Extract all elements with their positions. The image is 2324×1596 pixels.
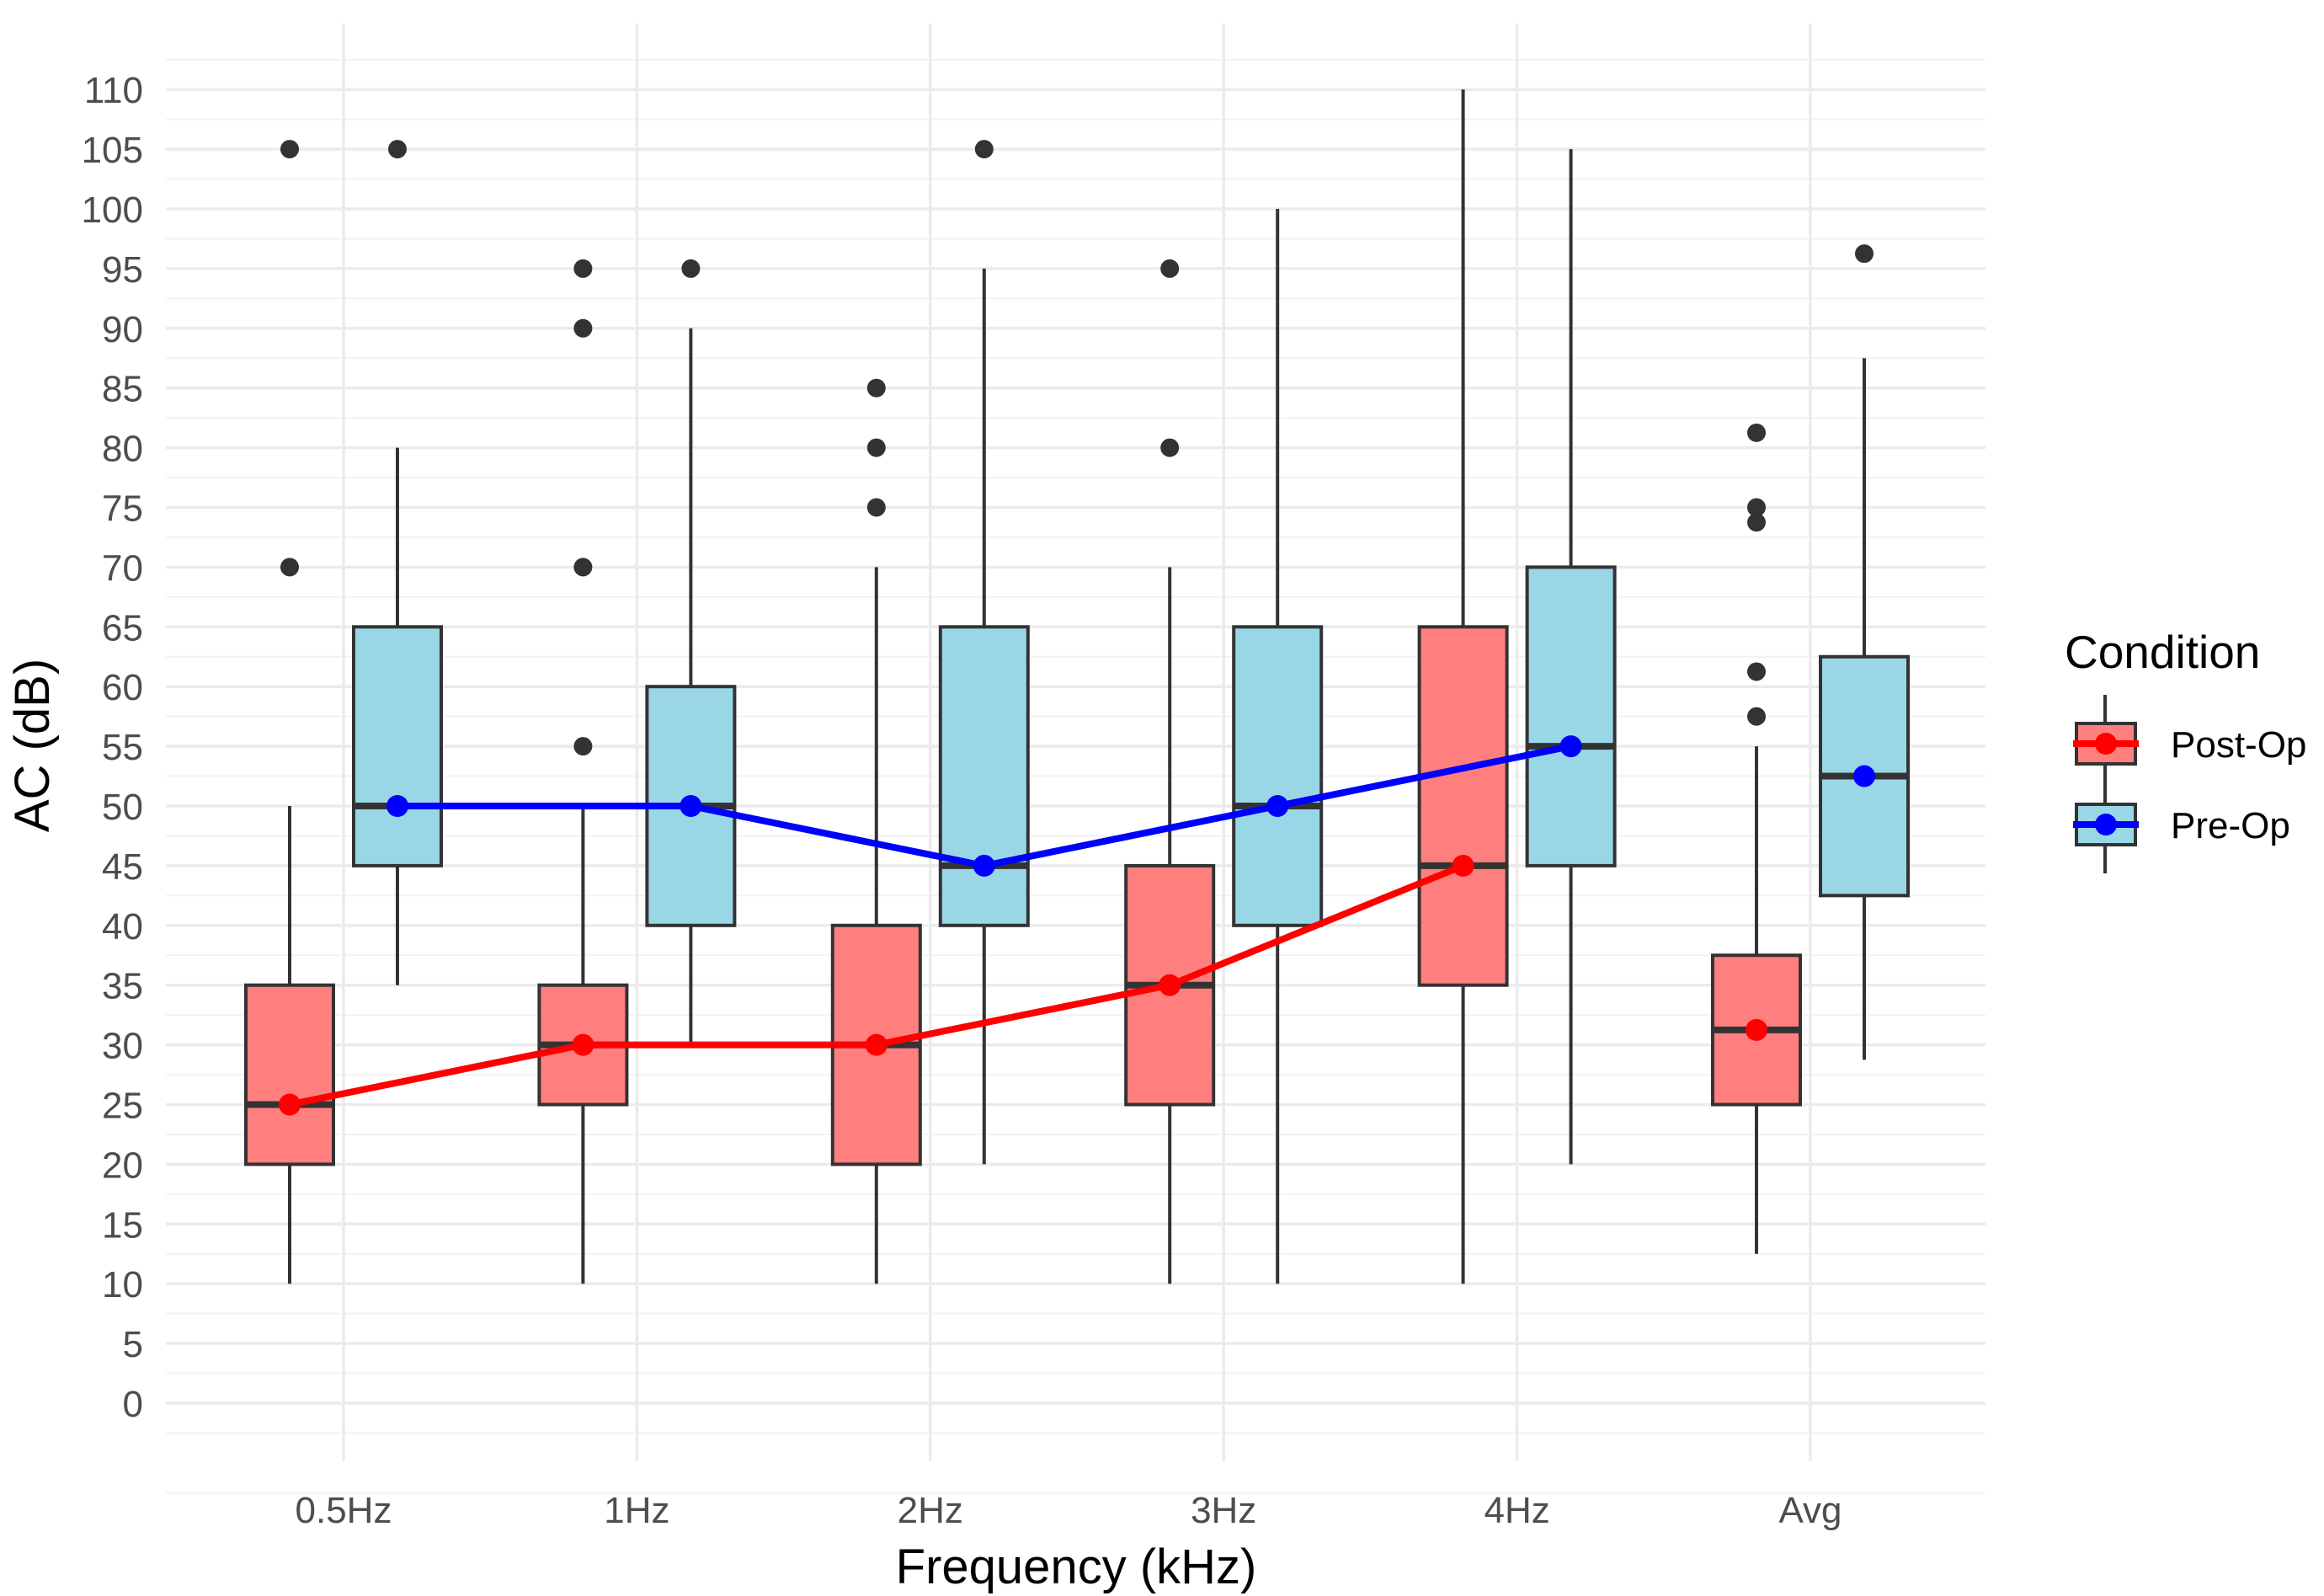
y-tick-label: 15: [102, 1204, 143, 1246]
x-tick-label: 0.5Hz: [296, 1490, 392, 1531]
series-point: [572, 1033, 594, 1056]
y-tick-label: 75: [102, 488, 143, 530]
outlier-point: [866, 438, 886, 457]
y-axis-tick-labels: 0 5 10 15 20 25 30 35 40 45 50 55 60 65 70 75 80 85 90 95 10…: [82, 70, 143, 1425]
x-tick-label: 1Hz: [604, 1490, 669, 1531]
x-tick-label: Avg: [1778, 1490, 1842, 1531]
outlier-point: [573, 318, 593, 338]
box: [1417, 625, 1509, 987]
series-point: [1159, 974, 1181, 996]
y-tick-label: 5: [123, 1324, 143, 1365]
series-point: [680, 795, 702, 817]
x-tick-label: 2Hz: [898, 1490, 963, 1531]
outlier-point: [1855, 244, 1874, 264]
y-tick-label: 90: [102, 309, 143, 350]
series-point: [386, 795, 408, 817]
y-tick-label: 10: [102, 1264, 143, 1305]
outlier-point: [681, 259, 701, 278]
outlier-point: [1747, 662, 1766, 681]
y-tick-label: 100: [82, 189, 143, 231]
y-tick-label: 110: [84, 70, 143, 111]
series-point: [1853, 765, 1875, 787]
y-tick-label: 50: [102, 787, 143, 828]
series-point: [1452, 854, 1474, 877]
x-axis-title: Frequency (kHz): [896, 1540, 1257, 1594]
outlier-point: [573, 558, 593, 577]
outlier-point: [280, 558, 299, 577]
x-tick-label: 4Hz: [1484, 1490, 1549, 1531]
box: [1232, 625, 1324, 927]
outlier-point: [1747, 498, 1766, 517]
outlier-point: [974, 140, 994, 159]
y-tick-label: 60: [102, 667, 143, 708]
x-tick-label: 3Hz: [1191, 1490, 1256, 1531]
box: [1525, 565, 1617, 867]
legend-title: Condition: [2065, 626, 2260, 678]
y-tick-label: 95: [102, 249, 143, 291]
outlier-point: [573, 737, 593, 756]
outlier-point: [1160, 259, 1180, 278]
outlier-point: [1747, 513, 1766, 532]
y-tick-label: 70: [102, 547, 143, 589]
series-point: [279, 1093, 301, 1116]
y-tick-label: 35: [102, 966, 143, 1007]
y-tick-label: 55: [102, 727, 143, 768]
outliers: [280, 140, 1874, 756]
y-tick-label: 30: [102, 1026, 143, 1067]
y-axis-title: AC (dB): [5, 659, 60, 832]
series-point: [973, 854, 995, 877]
box: [938, 625, 1030, 927]
minor-gridlines: [166, 58, 1986, 1494]
mean-points: [279, 735, 1875, 1116]
series-point: [1559, 735, 1582, 758]
outlier-point: [1747, 707, 1766, 726]
outlier-point: [280, 140, 299, 159]
legend-label: Post-Op: [2171, 724, 2306, 766]
legend-label: Pre-Op: [2171, 805, 2290, 846]
series-point: [1746, 1018, 1767, 1041]
y-tick-label: 65: [102, 607, 143, 649]
x-axis-tick-labels: 0.5Hz 1Hz 2Hz 3Hz 4Hz Avg: [296, 1490, 1842, 1531]
legend: Condition Post-Op Pre-Op: [2065, 626, 2306, 873]
boxes: [244, 565, 1910, 1166]
y-tick-label: 40: [102, 906, 143, 947]
box: [244, 983, 335, 1166]
major-gridlines: [166, 24, 1986, 1461]
series-point: [865, 1033, 887, 1056]
y-tick-label: 20: [102, 1145, 143, 1186]
outlier-point: [866, 378, 886, 398]
series-point: [1266, 795, 1289, 817]
box: [352, 625, 443, 867]
y-tick-label: 80: [102, 429, 143, 470]
y-tick-label: 25: [102, 1086, 143, 1127]
legend-key-point: [2095, 733, 2117, 755]
y-tick-label: 105: [82, 130, 143, 171]
whiskers: [288, 89, 1866, 1284]
y-tick-label: 45: [102, 846, 143, 888]
y-tick-label: 0: [123, 1384, 143, 1425]
outlier-point: [1160, 438, 1180, 457]
y-tick-label: 85: [102, 369, 143, 410]
legend-key-point: [2095, 814, 2117, 835]
outlier-point: [866, 498, 886, 517]
outlier-point: [388, 140, 407, 159]
outlier-point: [573, 259, 593, 278]
outlier-point: [1747, 423, 1766, 442]
